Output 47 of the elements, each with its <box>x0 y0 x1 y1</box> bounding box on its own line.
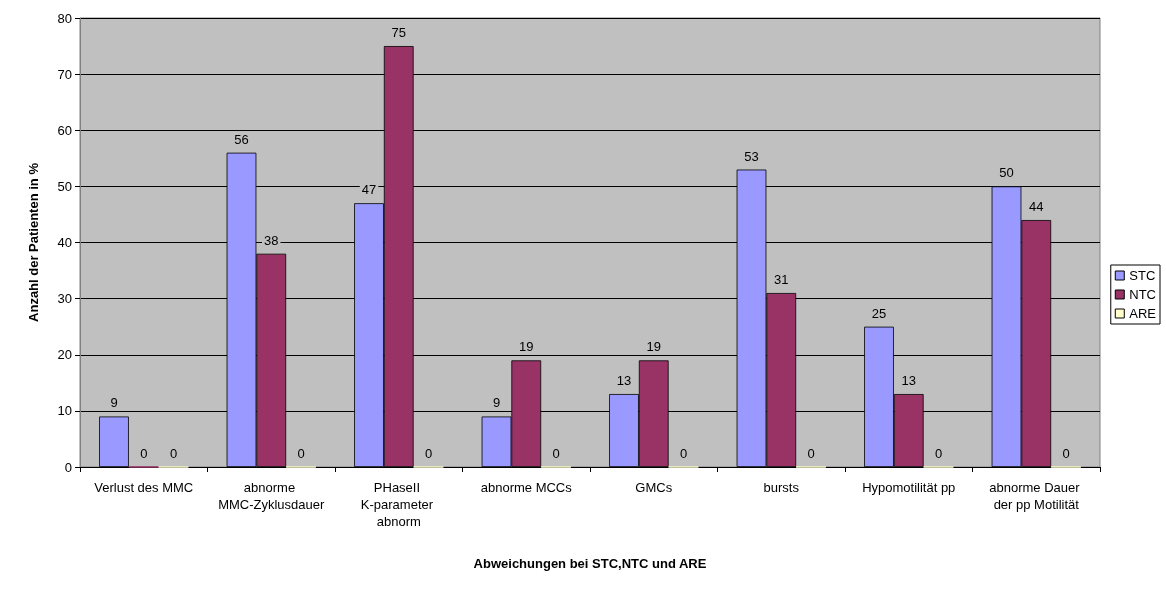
data-label: 13 <box>901 373 916 389</box>
x-tick-label: abnorme Dauer der pp Motilität <box>989 480 1084 512</box>
y-axis-title: Anzahl der Patienten in % <box>26 162 41 322</box>
data-label: 0 <box>169 445 178 461</box>
data-label: 56 <box>234 131 249 147</box>
data-label: 44 <box>1029 199 1044 215</box>
y-tick-label: 30 <box>57 291 72 307</box>
legend-label: ARE <box>1129 306 1157 321</box>
x-tick-label: PHaseII K-parameter abnorm <box>360 480 437 529</box>
data-label: 0 <box>1062 445 1070 461</box>
data-label: 0 <box>934 445 943 461</box>
y-tick-label: 0 <box>64 459 72 475</box>
y-tick-label: 20 <box>57 347 72 363</box>
data-label: 9 <box>110 395 118 411</box>
data-label: 47 <box>361 182 377 198</box>
x-tick-label: abnorme MMC-Zyklusdauer <box>218 480 326 512</box>
bar <box>99 416 129 467</box>
data-label: 19 <box>519 339 534 355</box>
data-label: 38 <box>264 232 279 248</box>
data-label: 0 <box>679 445 688 461</box>
y-tick-label: 60 <box>57 122 72 138</box>
data-label: 50 <box>999 165 1014 181</box>
x-tick-label: Hypomotilität pp <box>862 480 956 495</box>
x-tick-label: abnorme MCCs <box>480 480 573 495</box>
legend-label: STC <box>1129 268 1156 283</box>
y-tick-label: 10 <box>57 403 72 419</box>
data-label: 0 <box>552 445 560 461</box>
y-tick-label: 80 <box>57 10 72 26</box>
data-label: 53 <box>744 148 759 164</box>
y-tick-label: 70 <box>57 66 72 82</box>
data-label: 0 <box>140 445 148 461</box>
x-axis-title: Abweichungen bei STC,NTC und ARE <box>473 556 707 571</box>
data-label: 75 <box>391 25 406 41</box>
y-tick-label: 50 <box>57 178 72 194</box>
x-tick-label: GMCs <box>635 480 673 495</box>
legend-label: NTC <box>1129 287 1156 302</box>
data-label: 0 <box>807 445 815 461</box>
data-label: 19 <box>646 339 661 355</box>
data-label: 9 <box>492 395 501 411</box>
x-tick-label: Verlust des MMC <box>94 480 194 495</box>
data-label: 0 <box>424 445 433 461</box>
data-label: 0 <box>297 445 305 461</box>
y-tick-label: 40 <box>57 235 72 250</box>
data-label: 25 <box>871 305 887 321</box>
data-label: 13 <box>616 373 632 389</box>
x-tick-label: bursts <box>763 480 800 495</box>
data-label: 31 <box>774 272 789 288</box>
